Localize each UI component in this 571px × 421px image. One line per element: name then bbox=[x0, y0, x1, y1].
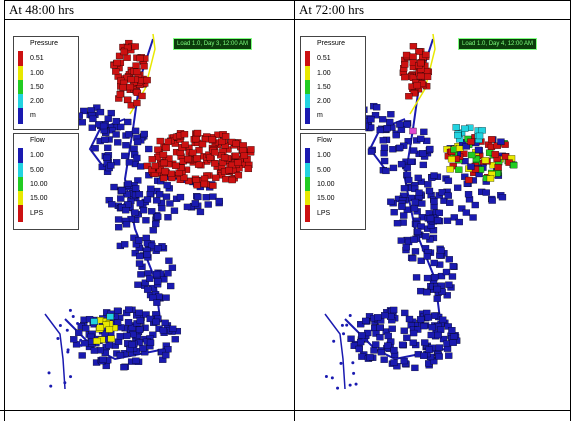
flow-legend-label: 5.00 bbox=[317, 167, 331, 174]
flow-legend-title: Flow bbox=[30, 137, 45, 144]
pressure-legend-label: 0.51 bbox=[30, 55, 44, 62]
pressure-legend-label: 2.00 bbox=[30, 98, 44, 105]
pressure-legend: Pressure 0.51 1.00 1.50 2.00 m bbox=[300, 36, 366, 130]
pressure-legend-label: 1.50 bbox=[30, 84, 44, 91]
panel-72hrs: At 72:00 hrs Pressure 0.51 1.00 1.50 2.0… bbox=[294, 0, 571, 421]
flow-legend-unit: LPS bbox=[30, 210, 44, 217]
load-time-label: Load 1.0, Day 4, 12:00 AM bbox=[458, 38, 538, 50]
pressure-legend-label: 0.51 bbox=[317, 55, 331, 62]
panel-title: At 72:00 hrs bbox=[295, 0, 570, 20]
flow-legend: Flow 1.00 5.00 10.00 15.00 LPS bbox=[13, 133, 79, 230]
pressure-legend: Pressure 0.51 1.00 1.50 2.00 m bbox=[13, 36, 79, 130]
network-map-48hrs bbox=[44, 33, 255, 390]
load-time-label: Load 1.0, Day 3, 12:00 AM bbox=[173, 38, 253, 50]
panel-title: At 48:00 hrs bbox=[5, 0, 295, 20]
pressure-legend-label: 1.00 bbox=[317, 70, 331, 77]
flow-legend-title: Flow bbox=[317, 137, 332, 144]
pressure-legend-label: 2.00 bbox=[317, 98, 331, 105]
pressure-legend-label: 1.00 bbox=[30, 70, 44, 77]
pressure-legend-label: 1.50 bbox=[317, 84, 331, 91]
pressure-legend-unit: m bbox=[30, 112, 36, 119]
flow-legend-label: 5.00 bbox=[30, 167, 44, 174]
flow-legend-label: 10.00 bbox=[317, 181, 335, 188]
pressure-legend-title: Pressure bbox=[30, 40, 59, 47]
flow-legend-label: 1.00 bbox=[317, 152, 331, 159]
network-map-72hrs bbox=[324, 33, 518, 390]
flow-legend-unit: LPS bbox=[317, 210, 331, 217]
pressure-legend-title: Pressure bbox=[317, 40, 346, 47]
table-row-divider bbox=[0, 410, 571, 411]
flow-legend: Flow 1.00 5.00 10.00 15.00 LPS bbox=[300, 133, 366, 230]
flow-legend-label: 15.00 bbox=[30, 195, 48, 202]
panel-48hrs: At 48:00 hrs Pressure 0.51 1.00 1.50 2.0… bbox=[4, 0, 295, 421]
pressure-legend-unit: m bbox=[317, 112, 323, 119]
flow-legend-label: 15.00 bbox=[317, 195, 335, 202]
flow-legend-label: 10.00 bbox=[30, 181, 48, 188]
flow-legend-label: 1.00 bbox=[30, 152, 44, 159]
